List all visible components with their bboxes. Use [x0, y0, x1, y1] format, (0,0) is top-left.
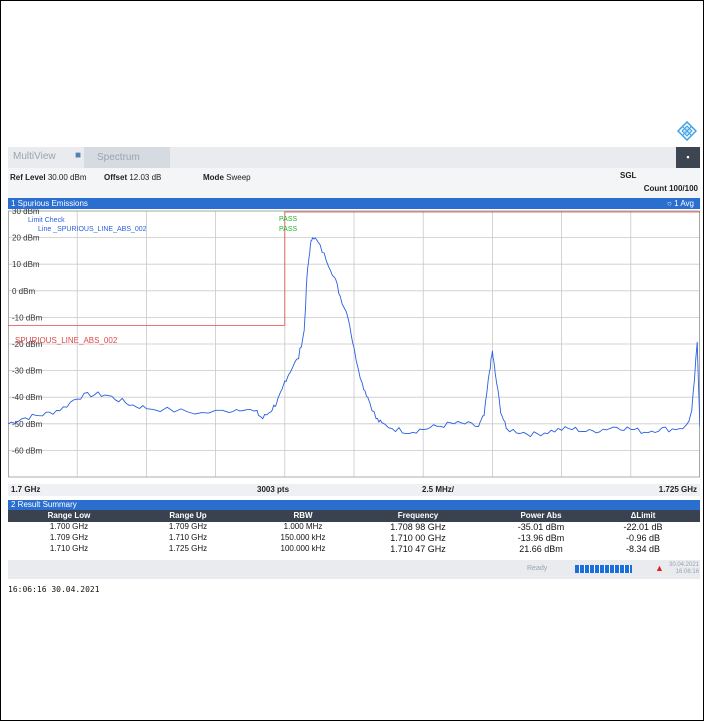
- result-table-header: Range Low Range Up RBW Frequency Power A…: [8, 510, 700, 522]
- plot-frame: [8, 210, 700, 478]
- ref-level-value[interactable]: 30.00 dBm: [47, 173, 87, 182]
- x-start-label: 1.7 GHz: [11, 485, 41, 494]
- cell-delta-limit: -8.34 dB: [625, 544, 661, 554]
- y-tick-label: -50 dBm: [12, 420, 43, 429]
- status-ready: Ready: [527, 565, 548, 572]
- division-label: 2.5 MHz/: [422, 485, 455, 494]
- trace-mode: 1 Avg: [674, 199, 694, 208]
- header-delta-limit: ΔLimit: [630, 511, 656, 520]
- tab-spectrum[interactable]: Spectrum: [84, 147, 170, 168]
- menu-button[interactable]: ▪: [676, 147, 700, 168]
- status-date: 30.04.2021: [669, 562, 700, 568]
- sweep-progress-bar: [575, 565, 632, 573]
- ref-level-label: Ref Level: [10, 173, 46, 182]
- header-rbw: RBW: [293, 511, 313, 520]
- cell-frequency: 1.710 47 GHz: [390, 544, 446, 554]
- cell-range-low: 1.710 GHz: [49, 544, 89, 553]
- spectrum-chart[interactable]: 30 dBm 20 dBm 10 dBm 0 dBm -10 dBm -20 dBm -30…: [7, 207, 701, 484]
- sweep-count: Count 100/100: [643, 184, 698, 193]
- y-tick-label: 20 dBm: [12, 234, 40, 243]
- cell-frequency: 1.708 98 GHz: [390, 522, 446, 532]
- status-bar: Ready ▲ 30.04.2021 16:06:16: [8, 560, 700, 579]
- y-tick-label: 30 dBm: [12, 209, 40, 216]
- multiview-close-icon[interactable]: ■: [75, 150, 82, 161]
- result-row[interactable]: 1.709 GHz 1.710 GHz 150.000 kHz 1.710 00…: [8, 533, 700, 543]
- offset-value[interactable]: 12.03 dB: [129, 173, 162, 182]
- header-range-low: Range Low: [47, 511, 91, 520]
- cell-range-low: 1.709 GHz: [49, 533, 89, 542]
- offset-label: Offset: [104, 173, 128, 182]
- header-power-abs: Power Abs: [520, 511, 562, 520]
- cell-power-abs: -13.96 dBm: [517, 533, 565, 543]
- limit-line: [8, 211, 700, 326]
- cell-rbw: 150.000 kHz: [280, 533, 326, 542]
- limit-line-name: SPURIOUS_LINE_ABS_002: [15, 336, 118, 345]
- rohde-schwarz-logo-icon: [677, 121, 697, 141]
- cell-delta-limit: -0.96 dB: [625, 533, 661, 543]
- pass-indicator-limit-check: PASS: [279, 216, 297, 223]
- sgl-indicator: SGL: [620, 171, 637, 180]
- x-axis-bar: 1.7 GHz 3003 pts 2.5 MHz/ 1.725 GHz: [8, 484, 700, 496]
- header-frequency: Frequency: [397, 511, 439, 520]
- y-tick-label: -30 dBm: [12, 367, 43, 376]
- limit-check-label: Limit Check: [28, 217, 65, 224]
- cell-range-up: 1.709 GHz: [168, 522, 208, 531]
- result-table: Range Low Range Up RBW Frequency Power A…: [8, 510, 700, 560]
- result-summary-title: 2 Result Summary: [11, 500, 77, 509]
- y-tick-label: -60 dBm: [12, 446, 43, 455]
- trace-indicator-icon: ○: [667, 199, 672, 208]
- mode-value[interactable]: Sweep: [226, 173, 251, 182]
- x-stop-label: 1.725 GHz: [658, 485, 697, 494]
- window-title: 1 Spurious Emissions: [11, 199, 88, 208]
- window-title-bar: 1 Spurious Emissions ○ 1 Avg: [8, 198, 700, 209]
- warning-icon[interactable]: ▲: [655, 563, 664, 573]
- result-row[interactable]: 1.700 GHz 1.709 GHz 1.000 MHz 1.708 98 G…: [8, 522, 700, 532]
- y-tick-label: -10 dBm: [12, 313, 43, 322]
- mode-label: Mode: [203, 173, 224, 182]
- tab-bar: MultiView ■ Spectrum ▪: [8, 147, 700, 168]
- print-timestamp: 16:06:16 30.04.2021: [8, 585, 100, 594]
- cell-power-abs: -35.01 dBm: [517, 522, 565, 532]
- y-tick-label: 0 dBm: [12, 287, 35, 296]
- header-range-up: Range Up: [169, 511, 207, 520]
- settings-bar: Ref Level 30.00 dBm Offset 12.03 dB Mode…: [8, 168, 700, 198]
- limit-line-status-label: Line _SPURIOUS_LINE_ABS_002: [38, 226, 147, 233]
- cell-range-up: 1.725 GHz: [168, 544, 208, 553]
- tab-multiview[interactable]: MultiView: [13, 151, 56, 162]
- cell-frequency: 1.710 00 GHz: [390, 533, 446, 543]
- y-tick-label: -40 dBm: [12, 393, 43, 402]
- cell-delta-limit: -22.01 dB: [623, 522, 663, 532]
- y-tick-label: 10 dBm: [12, 260, 40, 269]
- cell-rbw: 1.000 MHz: [283, 522, 323, 531]
- status-time: 16:06:16: [675, 569, 700, 575]
- cell-range-low: 1.700 GHz: [49, 522, 89, 531]
- trace-line: [7, 237, 701, 438]
- result-row[interactable]: 1.710 GHz 1.725 GHz 100.000 kHz 1.710 47…: [8, 544, 700, 554]
- points-label: 3003 pts: [257, 485, 290, 494]
- cell-rbw: 100.000 kHz: [280, 544, 326, 553]
- spectrum-plot[interactable]: 30 dBm 20 dBm 10 dBm 0 dBm -10 dBm -20 dBm -30…: [7, 207, 701, 484]
- result-summary-title-bar: 2 Result Summary: [8, 500, 700, 510]
- cell-range-up: 1.710 GHz: [168, 533, 208, 542]
- y-tick-label: -20 dBm: [12, 340, 43, 349]
- pass-indicator-line: PASS: [279, 226, 297, 233]
- cell-power-abs: 21.66 dBm: [519, 544, 563, 554]
